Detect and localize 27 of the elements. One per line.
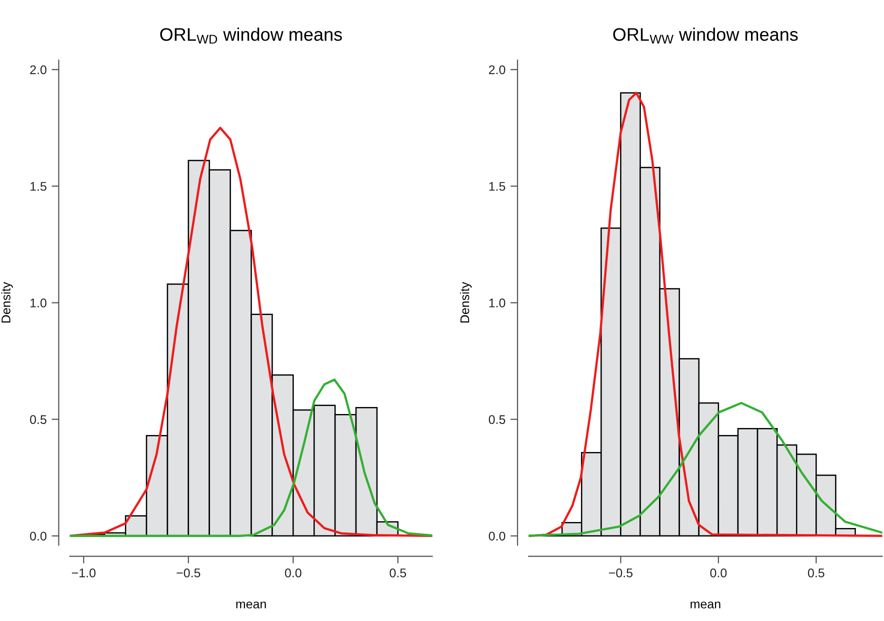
line-series bbox=[70, 378, 432, 538]
line-series bbox=[528, 402, 882, 537]
chart-title: ORL$_{WD}$ window means bbox=[160, 28, 342, 44]
y-tick-label: 0.5 bbox=[488, 415, 506, 424]
y-tick-label: 1.0 bbox=[30, 298, 46, 308]
y-tick-label: 0.0 bbox=[488, 532, 506, 541]
y-tick-label: 1.5 bbox=[30, 182, 46, 191]
x-tick-label: 0.5 bbox=[808, 568, 824, 578]
x-tick-label: −0.5 bbox=[608, 568, 633, 578]
y-tick-label: 2.0 bbox=[488, 65, 506, 74]
y-axis-title: Density bbox=[460, 282, 472, 323]
y-tick-label: 1.5 bbox=[489, 182, 506, 191]
line-series bbox=[70, 126, 432, 538]
y-tick-label: 2.0 bbox=[30, 65, 46, 74]
y-axis-title: Density bbox=[1, 282, 13, 323]
x-tick-label: −0.5 bbox=[176, 568, 200, 578]
chart-title: ORL$_{WW}$ window means bbox=[613, 28, 798, 44]
y-tick-label: 0.0 bbox=[30, 532, 46, 541]
x-axis-title: mean bbox=[690, 602, 720, 608]
line-series bbox=[528, 92, 882, 538]
y-tick-label: 0.5 bbox=[30, 415, 46, 424]
x-tick-label: −1.0 bbox=[72, 568, 96, 578]
x-tick-label: 0.5 bbox=[390, 568, 406, 578]
x-tick-label: 0.0 bbox=[284, 568, 302, 578]
x-tick-label: 0.0 bbox=[710, 568, 727, 578]
y-tick-label: 1.0 bbox=[489, 298, 506, 308]
x-axis-title: mean bbox=[236, 602, 266, 608]
